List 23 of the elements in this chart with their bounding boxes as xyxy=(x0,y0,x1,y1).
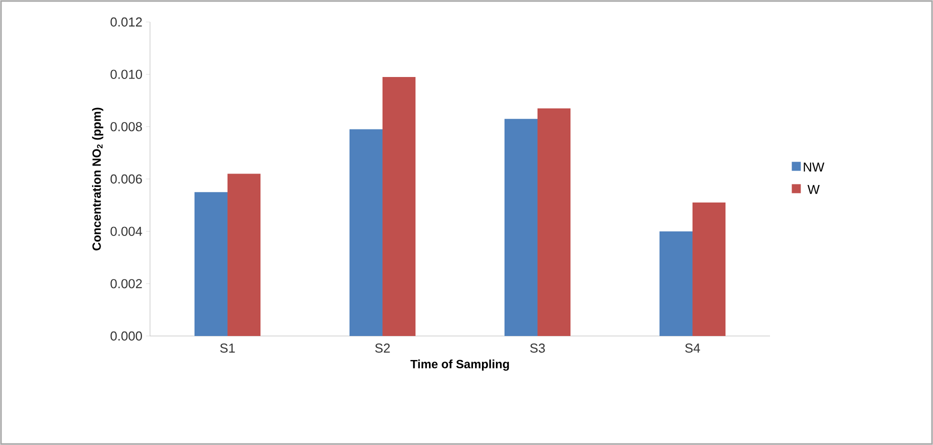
y-tick-label: 0.012 xyxy=(110,17,142,27)
legend-label: NW xyxy=(804,162,824,172)
y-tick-label: 0.006 xyxy=(110,174,142,184)
bar xyxy=(538,108,571,336)
bar xyxy=(228,174,261,336)
legend-label: W xyxy=(808,184,820,194)
bar xyxy=(504,118,538,336)
y-tick-label: 0.004 xyxy=(110,226,142,236)
y-tick-label: 0.000 xyxy=(110,331,142,341)
x-tick-label: S2 xyxy=(375,344,390,353)
y-tick-label: 0.002 xyxy=(110,279,142,288)
x-axis-title: Time of Sampling xyxy=(410,360,509,371)
bar xyxy=(350,129,383,336)
y-axis-title: Concentration NO$_{2}$ (ppm) xyxy=(92,108,104,250)
y-tick-label: 0.010 xyxy=(110,70,142,79)
x-tick-label: S4 xyxy=(685,344,700,353)
bar xyxy=(194,192,228,336)
x-tick-label: S1 xyxy=(220,344,235,353)
bar xyxy=(692,202,726,336)
y-tick-label: 0.008 xyxy=(110,122,142,132)
bar xyxy=(660,231,693,336)
bar xyxy=(382,76,416,336)
x-tick-label: S3 xyxy=(530,344,545,353)
